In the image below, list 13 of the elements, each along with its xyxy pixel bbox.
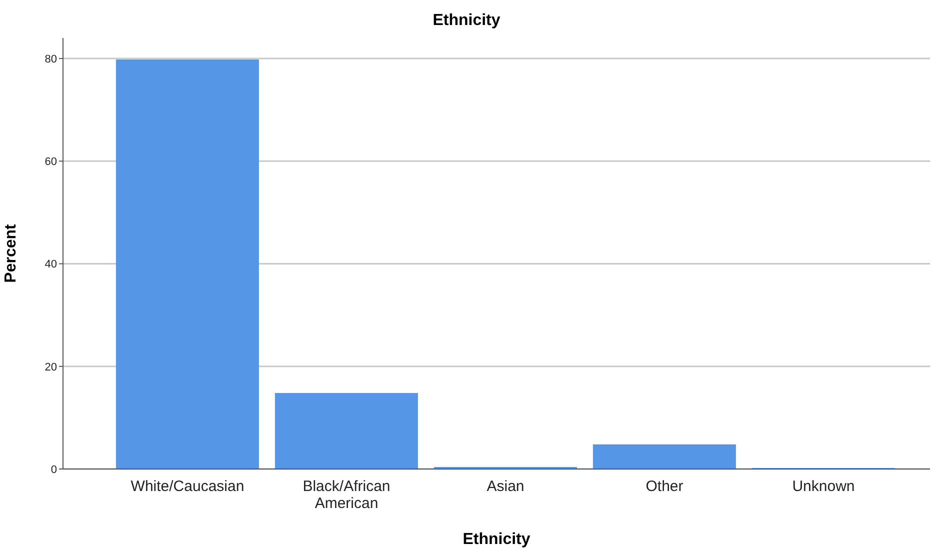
x-tick-label: Other [646, 478, 684, 495]
x-tick-label: Asian [486, 478, 524, 495]
x-tick-label: Black/African American [302, 478, 390, 512]
y-tick-label: 20 [44, 361, 57, 374]
y-axis-title: Percent [2, 223, 20, 283]
y-tick-label: 0 [50, 464, 57, 476]
chart-title: Ethnicity [432, 12, 502, 30]
y-tick-label: 80 [44, 53, 57, 66]
y-tick-label: 60 [44, 156, 57, 168]
x-tick-label: Unknown [792, 478, 855, 495]
x-axis-title: Ethnicity [462, 531, 530, 548]
x-tick-label: White/Caucasian [130, 478, 244, 495]
y-tick-label: 40 [44, 258, 57, 271]
